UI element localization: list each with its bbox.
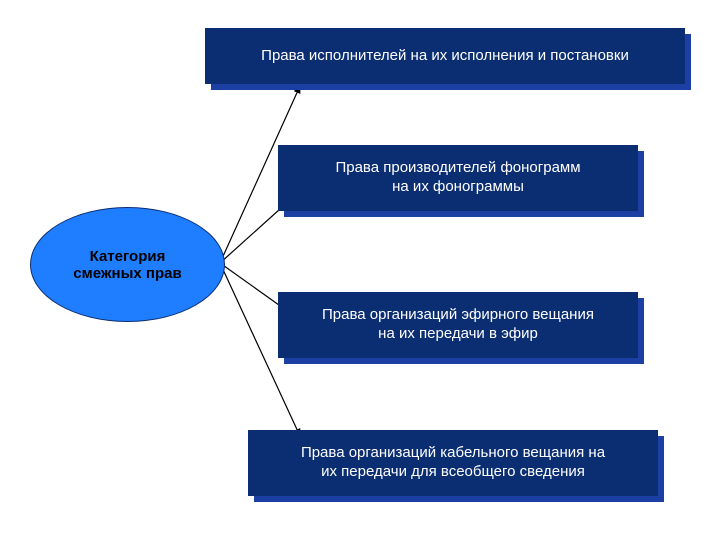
category-box: Права организаций эфирного вещания на их … bbox=[278, 292, 638, 358]
category-box-label-line1: Права организаций кабельного вещания на bbox=[301, 444, 605, 461]
category-box: Права производителей фонограмм на их фоно… bbox=[278, 145, 638, 211]
center-ellipse-label: Категория смежных прав bbox=[73, 248, 181, 282]
center-ellipse-label-line2: смежных прав bbox=[73, 265, 181, 282]
center-ellipse: Категория смежных прав bbox=[30, 207, 225, 322]
category-box: Права организаций кабельного вещания на и… bbox=[248, 430, 658, 496]
center-ellipse-label-line1: Категория bbox=[90, 248, 166, 265]
category-box-label-line1: Права исполнителей на их исполнения и по… bbox=[261, 47, 629, 64]
category-box-label: Права организаций кабельного вещания на и… bbox=[301, 444, 605, 482]
category-box: Права исполнителей на их исполнения и по… bbox=[205, 28, 685, 84]
category-box-label-line2: на их передачи в эфир bbox=[378, 325, 538, 342]
category-box-label-line1: Права производителей фонограмм bbox=[335, 159, 580, 176]
category-box-label: Права производителей фонограмм на их фоно… bbox=[335, 159, 580, 197]
category-box-label-line1: Права организаций эфирного вещания bbox=[322, 306, 594, 323]
category-box-label-line2: их передачи для всеобщего сведения bbox=[321, 463, 585, 480]
category-box-label-line2: на их фонограммы bbox=[392, 178, 524, 195]
diagram-canvas: Категория смежных прав Права исполнителе… bbox=[0, 0, 720, 540]
category-box-label: Права организаций эфирного вещания на их … bbox=[322, 306, 594, 344]
category-box-label: Права исполнителей на их исполнения и по… bbox=[261, 47, 629, 66]
